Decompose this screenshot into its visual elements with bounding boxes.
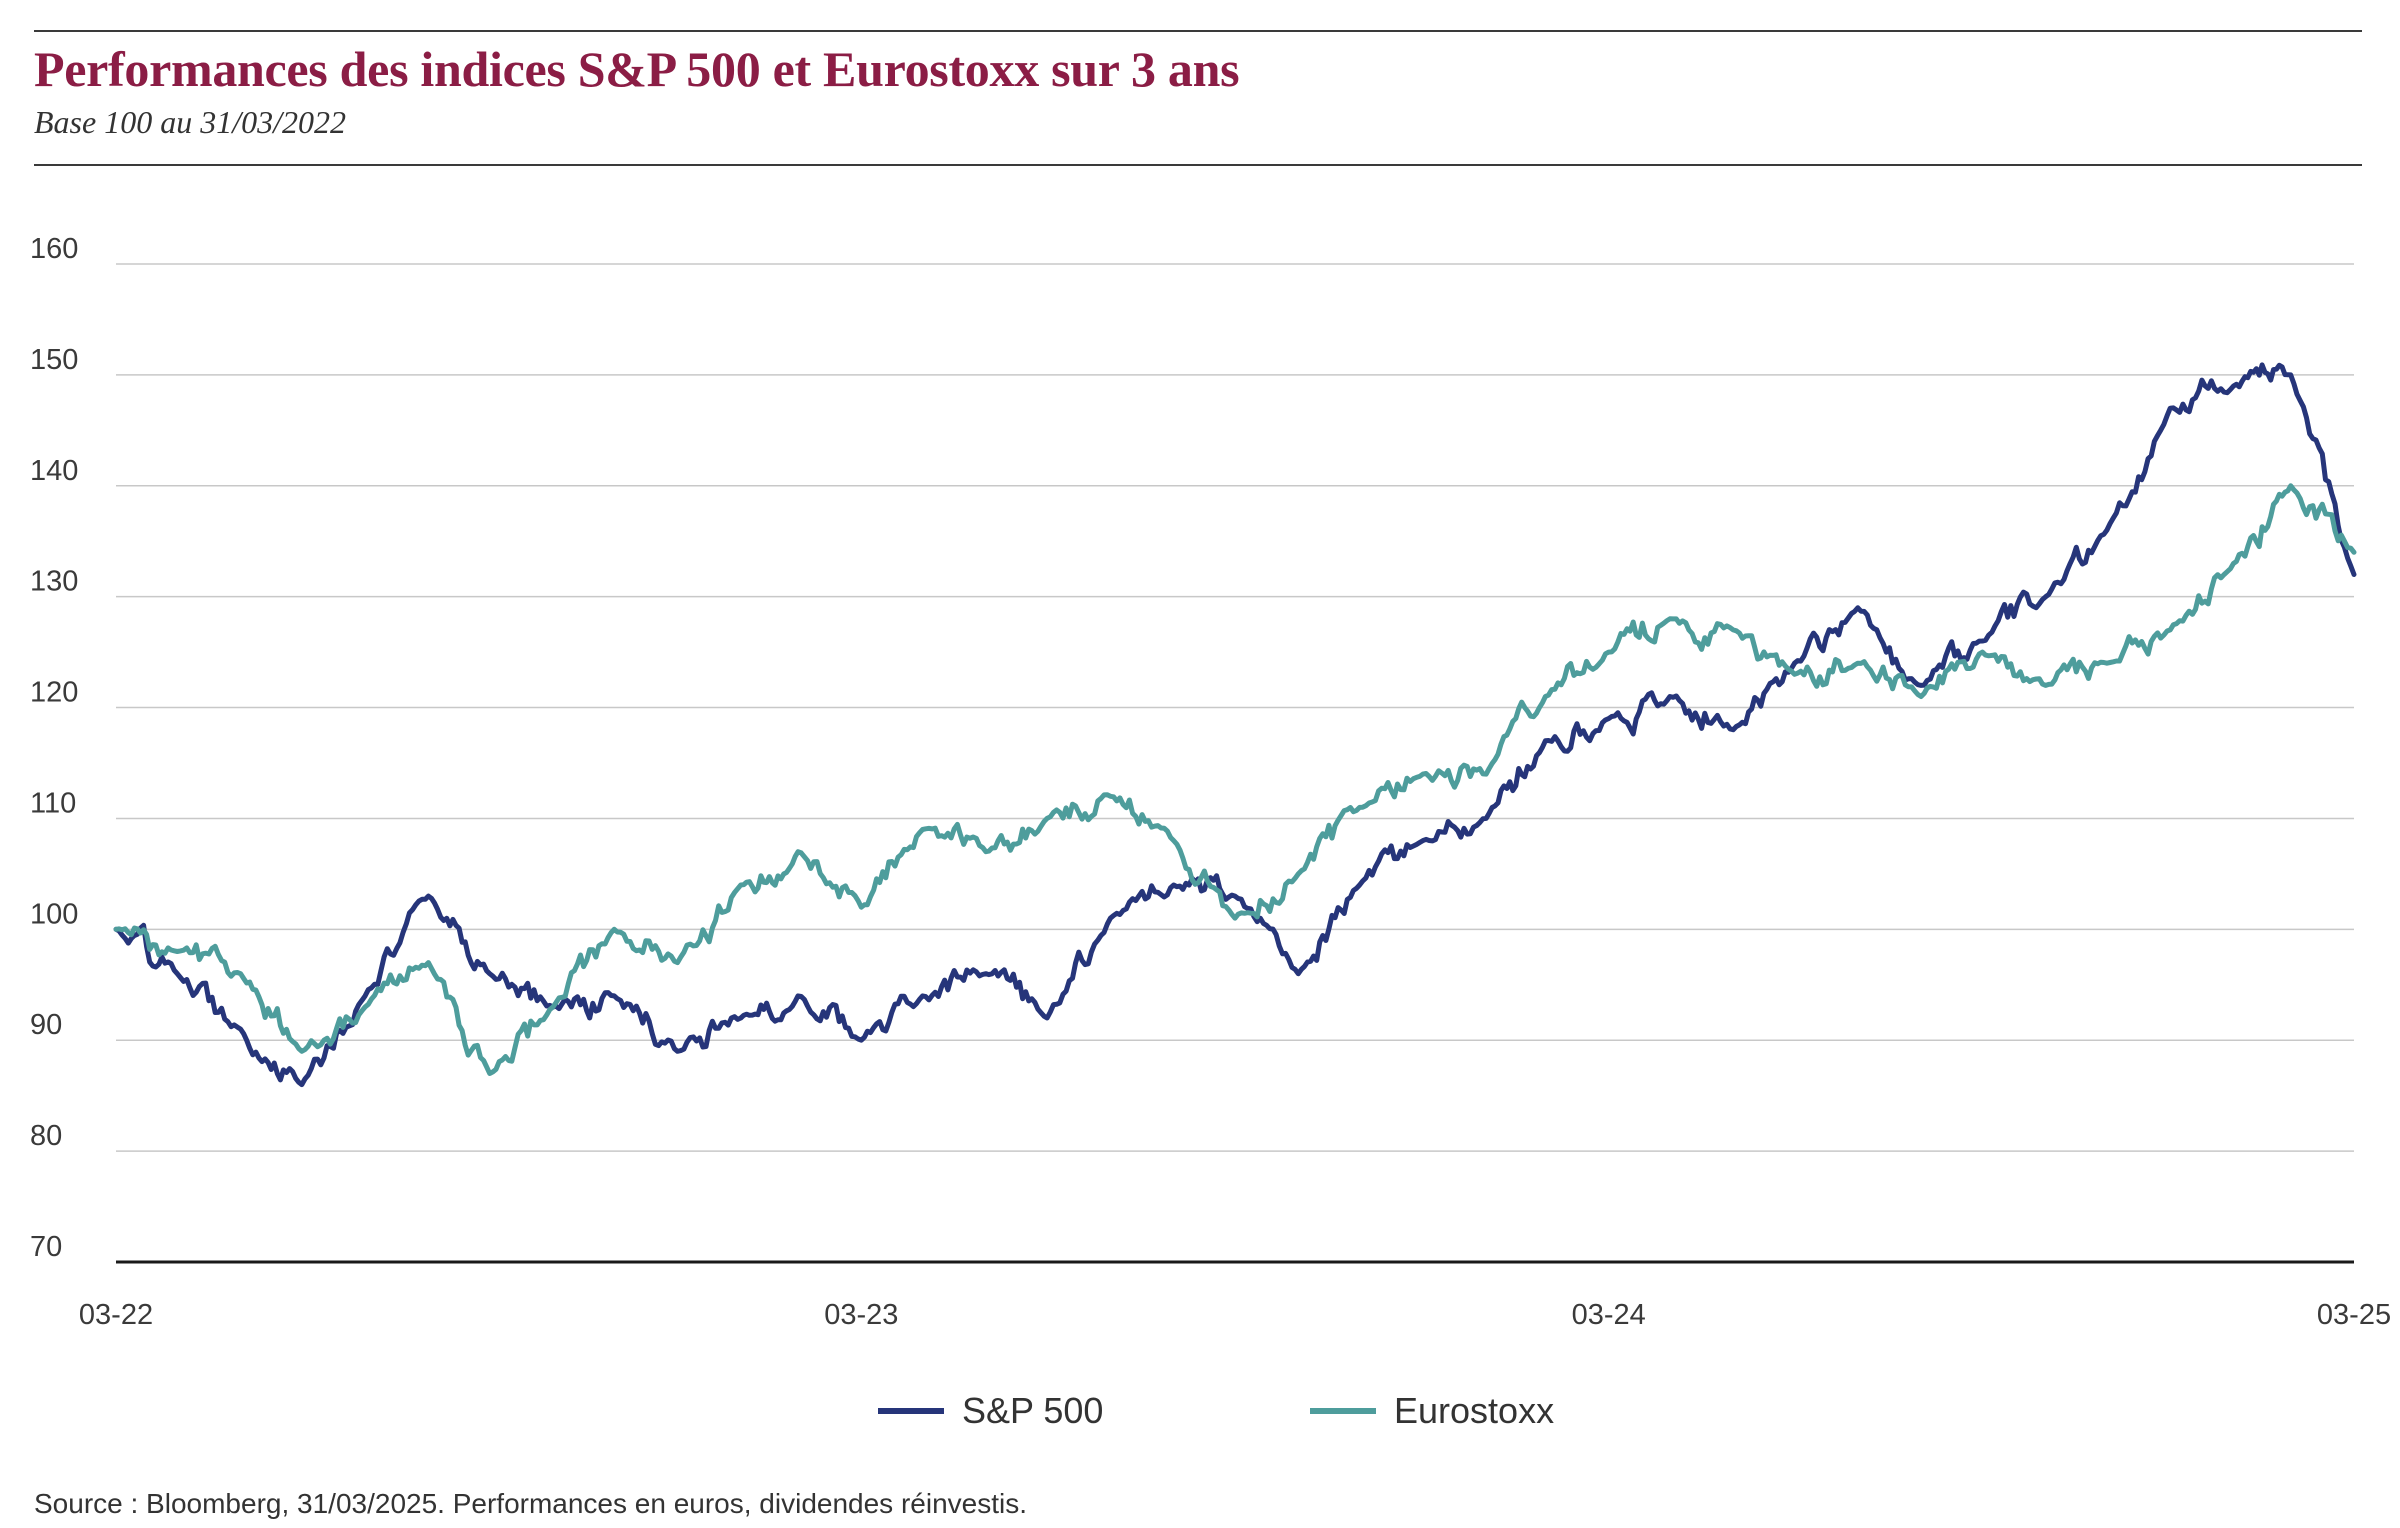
header-bottom-rule — [34, 164, 2362, 166]
header-top-rule — [34, 30, 2362, 32]
x-tick-label: 03-22 — [79, 1299, 153, 1331]
y-tick-label: 120 — [30, 677, 78, 709]
x-axis-tick-labels: 03-22 03-23 03-24 03-25 — [79, 1299, 2391, 1331]
legend-label-sp500: S&P 500 — [962, 1390, 1104, 1431]
gridlines — [116, 263, 2354, 1152]
data-series — [113, 362, 2357, 1088]
legend-item-sp500: S&P 500 — [878, 1386, 1103, 1436]
source-note: Source : Bloomberg, 31/03/2025. Performa… — [34, 1488, 1028, 1519]
legend-swatch-eurostoxx — [1310, 1408, 1376, 1414]
y-tick-label: 140 — [30, 455, 78, 487]
chart-title: Performances des indices S&P 500 et Euro… — [34, 41, 1240, 97]
y-tick-label: 110 — [30, 787, 76, 819]
y-tick-label: 70 — [30, 1231, 62, 1263]
x-tick-label: 03-25 — [2317, 1299, 2391, 1331]
y-tick-label: 160 — [30, 233, 78, 265]
legend: S&P 500 Eurostoxx — [0, 1386, 2400, 1436]
series-line-eurostoxx — [113, 483, 2357, 1076]
x-tick-label: 03-23 — [824, 1299, 898, 1331]
legend-swatch-sp500 — [878, 1408, 944, 1414]
legend-item-eurostoxx: Eurostoxx — [1310, 1386, 1554, 1436]
y-axis-tick-labels: 70 80 90 100 110 120 130 140 150 160 — [30, 233, 78, 1263]
y-tick-label: 150 — [30, 344, 78, 376]
legend-label-eurostoxx: Eurostoxx — [1394, 1390, 1555, 1431]
y-tick-label: 80 — [30, 1120, 62, 1152]
chart-subtitle: Base 100 au 31/03/2022 — [34, 104, 346, 140]
series-line-sp500 — [113, 362, 2357, 1088]
x-tick-label: 03-24 — [1572, 1299, 1646, 1331]
y-tick-label: 90 — [30, 1009, 62, 1041]
y-tick-label: 100 — [30, 898, 78, 930]
y-tick-label: 130 — [30, 566, 78, 598]
